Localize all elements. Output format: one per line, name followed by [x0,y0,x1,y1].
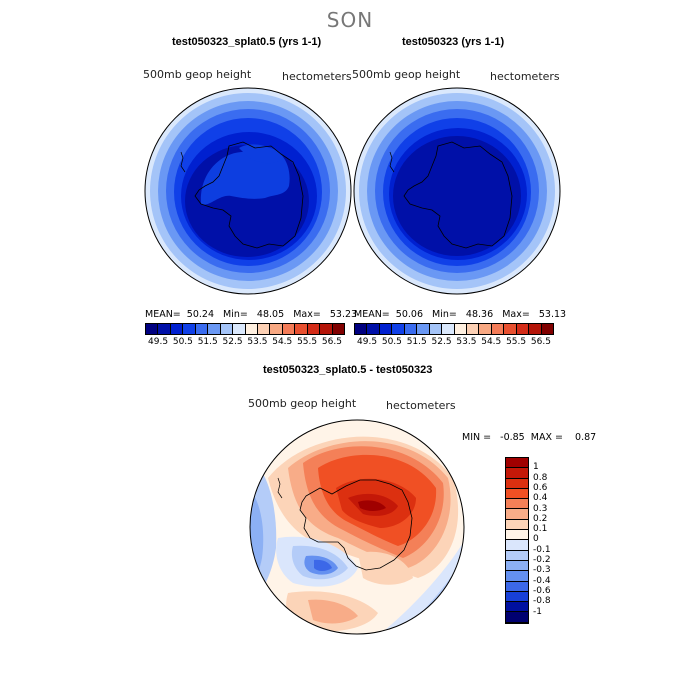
colorbar-swatch [417,324,430,334]
colorbar-swatch [442,324,455,334]
colorbar-swatch [233,324,246,334]
colorbar-tick-label: 53.5 [456,337,477,347]
panel2-variable: 500mb geop height [352,68,461,81]
colorbar-swatch [506,509,528,520]
colorbar-swatch [183,324,196,334]
panel1-variable: 500mb geop height [143,68,252,81]
colorbar-swatch [270,324,283,334]
colorbar-swatch [506,519,528,531]
colorbar-tick-label: 54.5 [481,337,502,347]
colorbar-swatch [429,324,443,334]
difference-colorbar [505,457,529,624]
colorbar-level-label: 0.8 [533,472,548,483]
panel2-units: hectometers [490,70,560,83]
colorbar-tick-label: 56.5 [530,337,551,347]
colorbar-swatch [506,602,528,613]
colorbar-swatch [208,324,221,334]
panel2-stats: MEAN= 50.06 Min= 48.36 Max= 53.13 [354,309,567,320]
panel1-colorbar: 49.5 50.5 51.5 52.5 53.5 54.5 55.5 56.5 [145,323,345,347]
colorbar-level-label: -0.6 [533,585,551,596]
colorbar-level-label: -0.3 [533,565,551,576]
colorbar-tick-label: 53.5 [247,337,268,347]
colorbar-swatch [404,324,418,334]
season-title: SON [326,8,374,32]
colorbar-tick-label: 51.5 [197,337,218,347]
colorbar-swatch [454,324,467,334]
colorbar-tick-label: 55.5 [506,337,527,347]
colorbar-level-label: -0.4 [533,575,551,586]
colorbar-level-label: 0.2 [533,513,548,524]
colorbar-tick-label: 52.5 [431,337,452,347]
colorbar-level-label: 1 [533,462,539,473]
colorbar-swatch [170,324,184,334]
panel2-polar-map [353,87,561,295]
colorbar-swatch [541,324,553,334]
colorbar-swatch [479,324,492,334]
colorbar-swatch [282,324,296,334]
panel2-title: test050323 (yrs 1-1) [402,36,505,48]
colorbar-swatch [506,581,528,592]
colorbar-swatch [367,324,380,334]
panel3-units: hectometers [386,399,456,412]
colorbar-tick-label: 49.5 [357,337,378,347]
panel2-colorbar: 49.5 50.5 51.5 52.5 53.5 54.5 55.5 56.5 [354,323,554,347]
colorbar-tick-label: 52.5 [222,337,243,347]
colorbar-swatch [506,591,528,603]
colorbar-swatch [506,530,528,541]
colorbar-swatch [379,324,393,334]
colorbar-tick-label: 49.5 [148,337,169,347]
colorbar-swatch [506,612,528,623]
colorbar-level-label: -0.1 [533,544,551,555]
colorbar-tick-label: 56.5 [321,337,342,347]
colorbar-tick-label: 50.5 [381,337,402,347]
colorbar-level-label: 0.6 [533,482,548,493]
colorbar-level-label: 0.3 [533,503,548,514]
colorbar-tick-label: 55.5 [297,337,318,347]
colorbar-level-label: 0 [533,534,539,545]
colorbar-swatch [516,324,530,334]
colorbar-swatch [332,324,344,334]
colorbar-tick-label: 54.5 [272,337,293,347]
colorbar-swatch [506,571,528,582]
colorbar-swatch [257,324,271,334]
colorbar-swatch [504,324,517,334]
colorbar-swatch [392,324,405,334]
colorbar-swatch [506,458,528,469]
colorbar-level-label: -0.8 [533,596,551,607]
colorbar-swatch [320,324,333,334]
colorbar-swatch [506,478,528,489]
colorbar-swatch [506,550,528,561]
colorbar-swatch [295,324,308,334]
colorbar-level-label: 0.4 [533,493,548,504]
colorbar-tick-label: 51.5 [406,337,427,347]
colorbar-swatch [491,324,505,334]
colorbar-swatch [245,324,258,334]
colorbar-swatch [220,324,234,334]
colorbar-swatch [355,324,368,334]
panel3-variable: 500mb geop height [248,397,357,410]
colorbar-swatch [506,560,528,572]
difference-polar-map [249,419,465,635]
colorbar-level-label: 0.1 [533,524,548,535]
colorbar-swatch [195,324,209,334]
colorbar-swatch [466,324,480,334]
colorbar-swatch [307,324,321,334]
colorbar-swatch [506,488,528,500]
panel1-polar-map [144,87,352,295]
panel1-units: hectometers [282,70,352,83]
colorbar-swatch [146,324,159,334]
colorbar-swatch [506,468,528,479]
panel3-title: test050323_splat0.5 - test050323 [263,364,433,376]
colorbar-tick-label: 50.5 [172,337,193,347]
colorbar-level-label: -1 [533,606,542,617]
colorbar-swatch [529,324,542,334]
colorbar-swatch [506,540,528,551]
colorbar-level-label: -0.2 [533,555,551,565]
panel3-stats: MIN = -0.85 MAX = 0.87 [462,432,597,443]
colorbar-swatch [158,324,171,334]
colorbar-swatch [506,499,528,510]
panel1-stats: MEAN= 50.24 Min= 48.05 Max= 53.23 [145,309,358,320]
panel1-title: test050323_splat0.5 (yrs 1-1) [172,36,322,48]
